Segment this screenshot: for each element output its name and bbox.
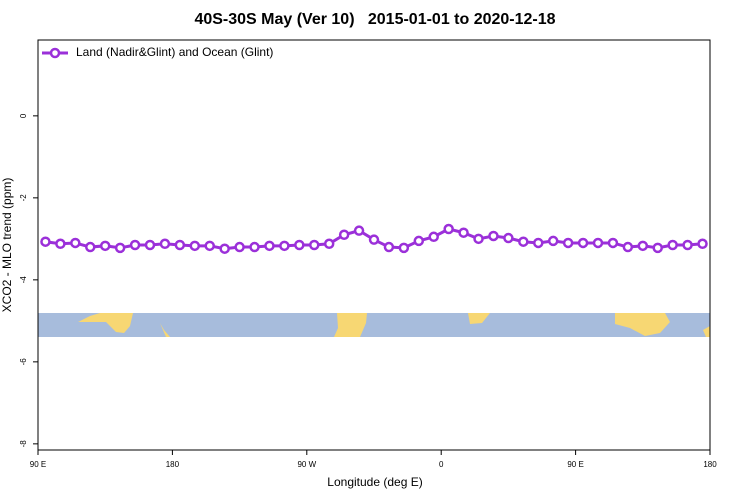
- point: [294, 239, 305, 251]
- legend-label: Land (Nadir&Glint) and Ocean (Glint): [76, 45, 273, 59]
- legend: Land (Nadir&Glint) and Ocean (Glint): [42, 45, 273, 59]
- point: [458, 227, 469, 238]
- point: [428, 231, 439, 243]
- point: [667, 239, 678, 251]
- point: [219, 243, 230, 254]
- point: [488, 230, 499, 242]
- point: [309, 239, 320, 251]
- point: [204, 240, 215, 252]
- y-tick-label: -6: [19, 358, 28, 366]
- point: [353, 225, 365, 236]
- point: [249, 241, 260, 253]
- point: [55, 238, 66, 250]
- point: [279, 240, 290, 252]
- point: [533, 237, 544, 249]
- point: [189, 240, 201, 252]
- legend-marker: [49, 47, 61, 59]
- x-axis-title: Longitude (deg E): [327, 475, 422, 489]
- point: [144, 239, 156, 251]
- y-tick-label: -4: [19, 276, 28, 284]
- map-strip: [38, 313, 710, 337]
- point: [547, 235, 559, 247]
- point: [622, 241, 634, 253]
- point: [159, 238, 171, 250]
- x-tick-label: 180: [166, 460, 180, 469]
- point: [682, 239, 693, 251]
- point: [338, 229, 350, 240]
- x-tick-label: 0: [439, 460, 444, 469]
- y-tick-label: -8: [19, 440, 28, 448]
- point: [562, 237, 574, 249]
- chart-title: 40S-30S May (Ver 10) 2015-01-01 to 2020-…: [194, 11, 555, 28]
- y-axis-title: XCO2 - MLO trend (ppm): [0, 178, 14, 313]
- point: [697, 238, 708, 250]
- y-tick-label: -2: [19, 194, 28, 202]
- point: [503, 232, 514, 244]
- point: [114, 242, 126, 254]
- point: [85, 241, 96, 253]
- point: [592, 237, 604, 249]
- point: [129, 239, 141, 251]
- point: [40, 236, 51, 247]
- x-tick-label: 90 E: [30, 460, 46, 469]
- point: [473, 233, 484, 245]
- point: [443, 223, 454, 235]
- y-tick-label: 0: [19, 113, 28, 118]
- point: [234, 241, 245, 253]
- point: [99, 240, 111, 252]
- point: [383, 241, 395, 253]
- plot-frame: [37, 39, 711, 451]
- point: [323, 238, 335, 250]
- point: [518, 236, 529, 247]
- point: [174, 239, 186, 251]
- point: [637, 240, 649, 252]
- point: [577, 237, 589, 249]
- x-tick-label: 90 E: [567, 460, 583, 469]
- point: [70, 237, 81, 249]
- x-tick-label: 90 W: [297, 460, 316, 469]
- point: [264, 240, 275, 252]
- point: [413, 235, 425, 247]
- x-tick-label: 180: [703, 460, 717, 469]
- point: [607, 237, 619, 249]
- point: [652, 242, 663, 254]
- point: [368, 234, 380, 245]
- point: [398, 242, 410, 254]
